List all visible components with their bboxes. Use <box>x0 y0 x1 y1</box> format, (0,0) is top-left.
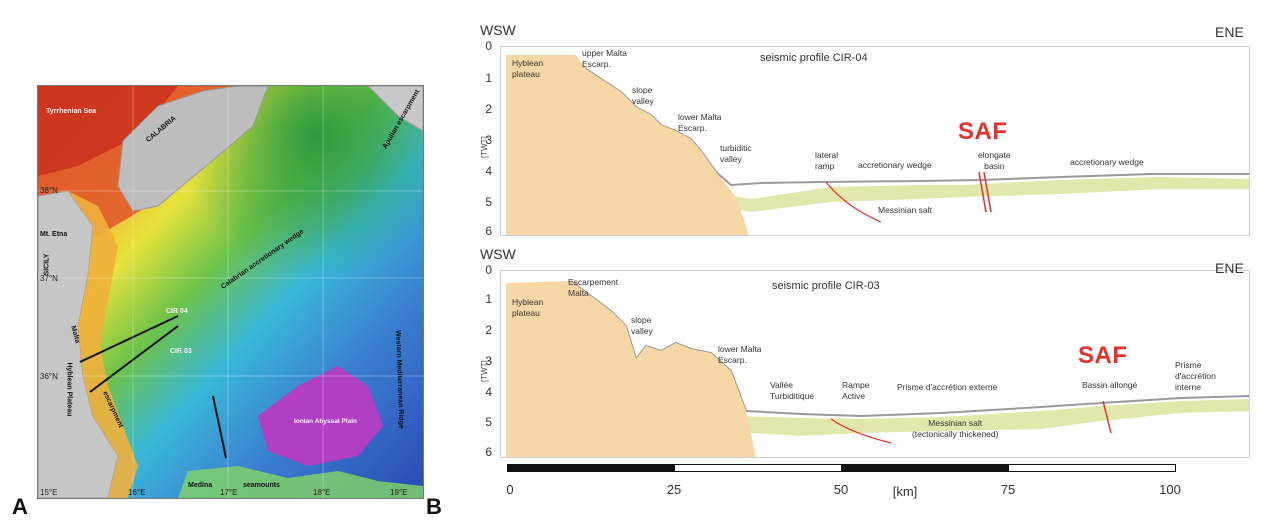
p1-tick-6: 6 <box>485 224 492 238</box>
p2-label-slope-valley: slope valley <box>631 315 653 336</box>
p2-label-prisme-externe: Prisme d'accrétion externe <box>897 382 998 392</box>
lat-label-36: 36°N <box>40 372 58 381</box>
p1-tick-5: 5 <box>485 195 492 209</box>
p2-label-rampe: Rampe Active <box>842 380 870 401</box>
p2-label-prisme-interne: Prisme d'accrétion interne <box>1175 360 1216 392</box>
scale-seg-2 <box>674 464 842 472</box>
hyblean-plateau-1 <box>506 55 749 235</box>
scale-unit: [km] <box>892 484 918 499</box>
p1-tick-4: 4 <box>485 164 492 178</box>
map-label-cir04: CIR 04 <box>166 308 188 315</box>
p1-label-accretionary-1: accretionary wedge <box>858 160 932 170</box>
p1-saf-label: SAF <box>958 118 1008 145</box>
profile-cir03-graphic <box>506 280 1249 457</box>
p2-tick-5: 5 <box>485 415 492 429</box>
lat-label-37: 37°N <box>40 274 58 283</box>
p2-label-lower-malta: lower Malta Escarp. <box>718 344 762 365</box>
profile1-title: seismic profile CIR-04 <box>760 52 868 64</box>
map-label-hyblean: Hyblean Plateau <box>65 362 73 417</box>
p1-tick-2: 2 <box>485 102 492 116</box>
p2-tick-2: 2 <box>485 323 492 337</box>
lon-label-17: 17°E <box>220 488 238 497</box>
p2-tick-0: 0 <box>485 263 492 277</box>
scale-tick-25: 25 <box>666 482 682 497</box>
map-graphic <box>38 86 423 498</box>
map-label-seamounts: seamounts <box>243 482 280 489</box>
p2-label-bassin: Bassin allongé <box>1082 380 1138 390</box>
map-label-tyrrhenian: Tyrrhenian Sea <box>46 108 97 115</box>
profile1-dir-right: ENE <box>1215 24 1244 40</box>
profile2-dir-left: WSW <box>480 246 516 262</box>
p1-tick-3: 3 <box>485 133 492 147</box>
scale-seg-1 <box>507 464 675 472</box>
p2-tick-4: 4 <box>485 385 492 399</box>
p1-label-elongate-basin: elongate basin <box>978 150 1011 171</box>
ionian-abyssal-plain <box>258 366 383 466</box>
lon-label-15: 15°E <box>40 488 58 497</box>
p2-label-messinian: Messinian salt (tectonically thickened) <box>912 418 999 439</box>
scale-tick-75: 75 <box>1000 482 1016 497</box>
calabria-land <box>117 86 269 212</box>
p1-label-messinian: Messinian salt <box>878 205 932 215</box>
panel-letter-a: A <box>12 494 28 519</box>
hyblean-plateau-2 <box>506 281 756 457</box>
scale-tick-0: 0 <box>506 482 514 497</box>
p2-saf-label: SAF <box>1078 342 1128 369</box>
profile-line-cir03 <box>89 325 179 393</box>
profile-cir04-frame <box>500 46 1250 236</box>
profile-cir04-graphic <box>506 54 1249 235</box>
profile2-dir-right: ENE <box>1215 260 1244 276</box>
p1-label-lateral-ramp: lateral ramp <box>815 150 839 171</box>
lon-label-19: 19°E <box>390 488 408 497</box>
profile-line-cir04 <box>79 315 179 363</box>
map-label-cir03: CIR 03 <box>170 348 192 355</box>
p1-tick-0: 0 <box>485 39 492 53</box>
scale-tick-50: 50 <box>833 482 849 497</box>
scale-tick-100: 100 <box>1159 482 1181 497</box>
map-label-sicily: SICILY <box>43 253 51 276</box>
panel-letter-b: B <box>426 494 442 519</box>
lat-label-38: 38°N <box>40 186 58 195</box>
map-label-medina: Medina <box>188 482 213 489</box>
p2-label-vallee: Vallée Turbiditique <box>770 380 815 401</box>
profile1-dir-left: WSW <box>480 22 516 38</box>
map-label-etna: Mt. Etna <box>40 231 68 238</box>
lon-label-16: 16°E <box>128 488 146 497</box>
p1-label-accretionary-2: accretionary wedge <box>1070 157 1144 167</box>
p2-tick-1: 1 <box>485 292 492 306</box>
map-label-ionian-plain: Ionian Abyssal Plain <box>294 418 357 425</box>
scale-seg-3 <box>841 464 1009 472</box>
bathymetric-map: Tyrrhenian Sea CALABRIA Mt. Etna SICILY … <box>37 85 424 499</box>
p1-label-lower-malta: lower Malta Escarp. <box>678 112 722 133</box>
scale-seg-4 <box>1008 464 1176 472</box>
profile2-title: seismic profile CIR-03 <box>772 280 880 292</box>
p1-label-hyblean: Hyblean plateau <box>512 58 544 79</box>
p1-label-slope-valley: slope valley <box>632 85 654 106</box>
profile-cir03-frame <box>500 270 1250 458</box>
p1-tick-1: 1 <box>485 71 492 85</box>
p2-tick-6: 6 <box>485 445 492 459</box>
p2-tick-3: 3 <box>485 354 492 368</box>
p2-label-escarpement: Escarpement Malta <box>568 277 619 298</box>
lon-label-18: 18°E <box>313 488 331 497</box>
p1-label-turbiditic: turbiditic valley <box>720 143 752 164</box>
p2-label-hyblean: Hyblean plateau <box>512 297 544 318</box>
p1-label-upper-malta: upper Malta Escarp. <box>582 48 627 69</box>
